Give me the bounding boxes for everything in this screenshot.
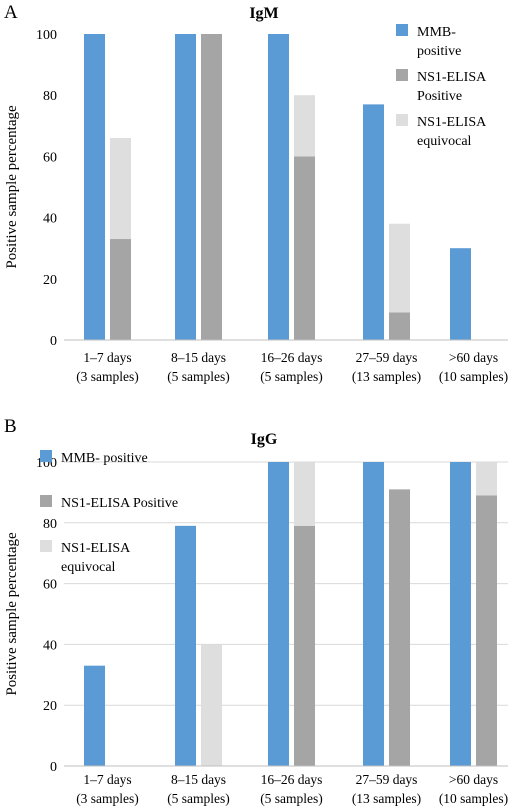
chart-2-x-tick-sublabel: (10 samples) <box>439 791 508 806</box>
chart-1-y-axis-label: Positive sample percentage <box>4 105 20 269</box>
chart-2-bar-mmb-positive <box>268 462 289 766</box>
chart-1-y-tick-label: 100 <box>36 28 57 43</box>
chart-2-y-tick-label: 40 <box>43 638 57 653</box>
chart-2-bar-ns1-equivocal <box>476 462 497 496</box>
chart-1-bar-ns1-positive <box>389 312 410 340</box>
chart-1-legend-swatch <box>396 69 408 81</box>
chart-1-x-tick-label: >60 days <box>449 350 498 365</box>
chart-2-legend-label: NS1-ELISA Positive <box>61 496 178 511</box>
chart-1-bar-mmb-positive <box>450 248 471 340</box>
chart-2-bar-mmb-positive <box>363 462 384 766</box>
chart-2-legend-swatch <box>40 540 52 552</box>
chart-1-legend-label: Positive <box>417 89 462 104</box>
chart-1-title: IgM <box>249 5 278 22</box>
chart-2-title: IgG <box>251 431 278 448</box>
chart-1-bar-ns1-positive <box>110 239 131 340</box>
chart-1-y-tick-label: 60 <box>43 150 57 165</box>
chart-2-bar-mmb-positive <box>450 462 471 766</box>
chart-2-y-tick-label: 20 <box>43 699 57 714</box>
chart-1-x-tick-sublabel: (10 samples) <box>439 369 508 384</box>
chart-1-legend-label: positive <box>417 44 461 59</box>
chart-2-x-tick-sublabel: (5 samples) <box>167 791 230 806</box>
chart-2-x-tick-label: 1–7 days <box>83 772 131 787</box>
chart-2-bar-mmb-positive <box>175 525 196 766</box>
chart-2-bar-ns1-equivocal <box>201 644 222 766</box>
chart-2-bar-ns1-positive <box>476 495 497 766</box>
chart-1-bar-mmb-positive <box>84 34 105 340</box>
chart-2-panel-letter: B <box>4 416 17 437</box>
chart-1-x-tick-sublabel: (13 samples) <box>352 369 421 384</box>
chart-1-bar-ns1-equivocal <box>110 138 131 240</box>
chart-1-y-tick-label: 80 <box>43 89 57 104</box>
chart-2-y-tick-label: 0 <box>50 760 57 775</box>
chart-1-bar-mmb-positive <box>363 104 384 340</box>
chart-1-legend-swatch <box>396 114 408 126</box>
chart-2-x-tick-label: >60 days <box>449 772 498 787</box>
chart-1-bar-ns1-positive <box>201 34 222 340</box>
chart-2-legend-swatch <box>40 495 52 507</box>
chart-1-y-tick-label: 20 <box>43 273 57 288</box>
chart-1-x-tick-label: 16–26 days <box>261 350 323 365</box>
chart-2-y-tick-label: 60 <box>43 578 57 593</box>
chart-1-x-tick-sublabel: (5 samples) <box>167 369 230 384</box>
chart-2-bar-mmb-positive <box>84 665 105 766</box>
chart-2-legend-label: equivocal <box>61 560 116 575</box>
chart-2-legend-label: MMB- positive <box>61 451 148 466</box>
chart-2-legend-label: NS1-ELISA <box>61 541 131 556</box>
chart-2-bar-ns1-positive <box>389 489 410 766</box>
chart-1-x-tick-label: 27–59 days <box>356 350 418 365</box>
chart-1-bar-ns1-positive <box>294 156 315 340</box>
chart-1-x-tick-sublabel: (3 samples) <box>76 369 139 384</box>
chart-1-legend-label: equivocal <box>417 134 472 149</box>
chart-1-legend-label: NS1-ELISA <box>417 115 487 130</box>
chart-1-bar-ns1-equivocal <box>389 223 410 313</box>
chart-2-y-tick-label: 80 <box>43 517 57 532</box>
chart-1-panel-letter: A <box>4 2 18 23</box>
chart-1-y-tick-label: 0 <box>50 334 57 349</box>
chart-1-legend-label: NS1-ELISA <box>417 70 487 85</box>
chart-1-bar-mmb-positive <box>268 34 289 340</box>
chart-1-legend-swatch <box>396 24 408 36</box>
chart-2-bar-ns1-equivocal <box>294 462 315 526</box>
chart-1-x-tick-label: 1–7 days <box>83 350 131 365</box>
chart-1-y-tick-label: 40 <box>43 212 57 227</box>
chart-2-legend-swatch <box>40 450 52 462</box>
chart-2-y-axis-label: Positive sample percentage <box>4 532 20 696</box>
chart-2-bar-ns1-positive <box>294 525 315 766</box>
chart-2-x-tick-label: 16–26 days <box>261 772 323 787</box>
chart-2-x-tick-sublabel: (13 samples) <box>352 791 421 806</box>
chart-2-x-tick-label: 8–15 days <box>171 772 226 787</box>
chart-1-legend-label: MMB- <box>417 25 456 40</box>
chart-2-x-tick-label: 27–59 days <box>356 772 418 787</box>
chart-1-x-tick-label: 8–15 days <box>171 350 226 365</box>
chart-2-x-tick-sublabel: (3 samples) <box>76 791 139 806</box>
chart-2-x-tick-sublabel: (5 samples) <box>260 791 323 806</box>
chart-1-bar-mmb-positive <box>175 34 196 340</box>
chart-1-x-tick-sublabel: (5 samples) <box>260 369 323 384</box>
chart-1-bar-ns1-equivocal <box>294 95 315 157</box>
